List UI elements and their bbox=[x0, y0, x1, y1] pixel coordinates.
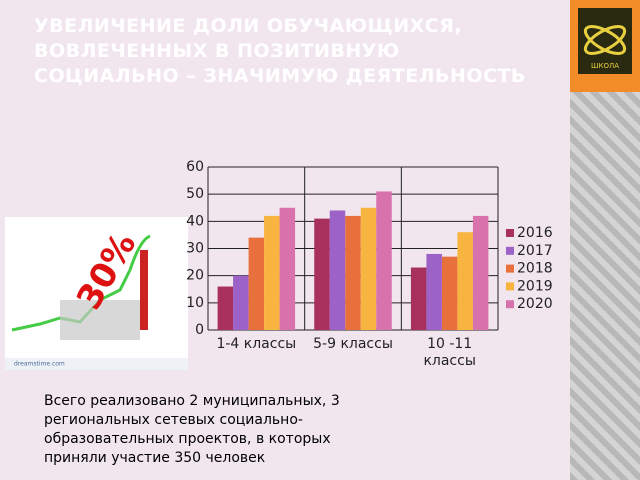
picture-bars bbox=[60, 300, 140, 340]
logo-orbit bbox=[583, 25, 627, 55]
y-tick-label: 30 bbox=[186, 241, 204, 257]
picture: dreamstime.com 30% bbox=[5, 217, 188, 370]
bar bbox=[329, 210, 346, 330]
legend-label: 2018 bbox=[517, 261, 553, 277]
picture-bg bbox=[5, 217, 188, 370]
bar bbox=[426, 253, 442, 330]
legend-label: 2019 bbox=[517, 278, 553, 294]
legend-swatch bbox=[506, 300, 514, 309]
y-tick-label: 40 bbox=[186, 213, 204, 229]
logo-text: ШКОЛА bbox=[591, 62, 619, 70]
bar bbox=[472, 215, 489, 330]
y-tick-label: 50 bbox=[186, 186, 204, 202]
legend-swatch bbox=[506, 282, 514, 291]
legend-label: 2016 bbox=[517, 225, 553, 241]
y-tick-label: 0 bbox=[195, 322, 204, 338]
bar bbox=[248, 237, 265, 330]
legend-swatch bbox=[506, 246, 514, 255]
bar bbox=[345, 215, 361, 330]
bar bbox=[233, 275, 249, 330]
bar bbox=[279, 207, 296, 330]
logo-bg bbox=[578, 8, 632, 74]
x-tick-label: 5-9 классы bbox=[313, 336, 393, 352]
picture-thermometer bbox=[140, 250, 148, 330]
bar bbox=[314, 218, 330, 330]
y-tick-label: 60 bbox=[186, 159, 204, 175]
bar bbox=[360, 207, 377, 330]
note: Всего реализовано 2 муниципальных, 3 рег… bbox=[44, 393, 340, 466]
legend-swatch bbox=[506, 264, 514, 273]
legend-swatch bbox=[506, 229, 514, 237]
legend-label: 2017 bbox=[517, 243, 553, 259]
logo: ШКОЛА bbox=[578, 8, 632, 74]
logo-orbit bbox=[583, 25, 627, 55]
bar bbox=[457, 232, 473, 330]
x-tick-label: 1-4 классы bbox=[216, 336, 297, 352]
y-tick-label: 20 bbox=[186, 268, 204, 284]
legend-label: 2020 bbox=[517, 296, 553, 312]
bar bbox=[264, 215, 280, 330]
slide-title: УВЕЛИЧЕНИЕ ДОЛИ ОБУЧАЮЩИХСЯ, ВОВЛЕЧЕННЫХ… bbox=[34, 15, 526, 87]
y-tick-label: 10 bbox=[186, 295, 204, 311]
x-tick-label: 10 -11 классы bbox=[423, 336, 476, 369]
bar bbox=[376, 191, 392, 330]
picture-caption: dreamstime.com bbox=[14, 361, 65, 368]
bar bbox=[217, 286, 234, 330]
picture-footer bbox=[5, 358, 188, 370]
bar bbox=[441, 256, 458, 330]
picture-curve bbox=[128, 234, 151, 271]
bar bbox=[410, 267, 427, 330]
